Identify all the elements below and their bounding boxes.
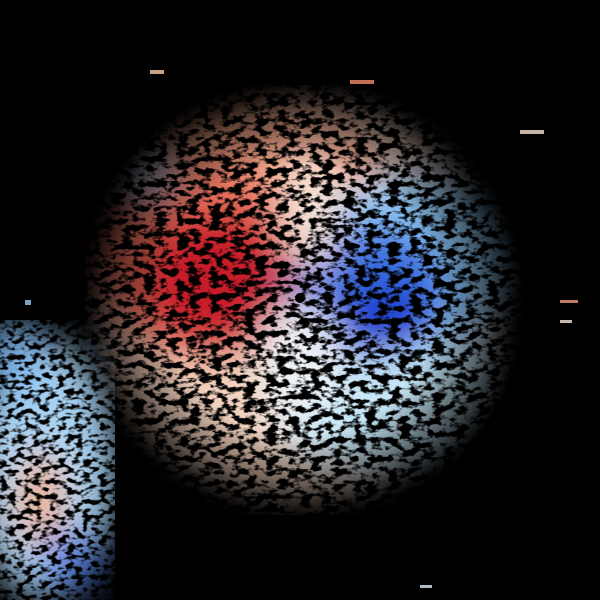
radar-site bbox=[295, 293, 305, 303]
scattered-echo bbox=[25, 70, 578, 588]
secondary-echo bbox=[0, 320, 115, 600]
